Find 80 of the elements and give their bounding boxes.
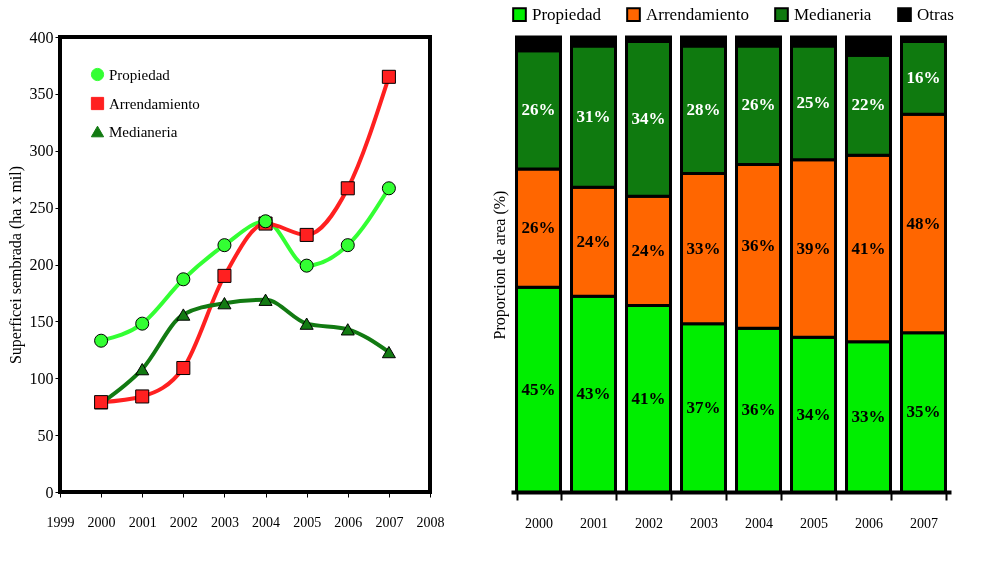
data-label: 26% (521, 218, 556, 238)
data-label: 22% (851, 95, 886, 115)
y-tick-label: 400 (29, 28, 54, 46)
y-axis-title: Proporcion de area (%) (490, 190, 509, 340)
y-tick-label: 50 (37, 426, 54, 444)
point (176, 360, 191, 376)
x-tick-label: 2008 (416, 514, 445, 530)
point (135, 389, 150, 404)
point (340, 238, 355, 253)
x-tick-label: 2005 (293, 514, 322, 530)
data-label: 28% (686, 99, 721, 119)
x-tick-label: 2001 (128, 514, 157, 530)
point (135, 363, 150, 376)
data-label: 33% (851, 406, 886, 426)
point (340, 323, 355, 336)
y-axis-title: Superficei sembrada (ha x mil) (6, 165, 25, 365)
data-label: 24% (576, 231, 611, 251)
data-label: 34% (796, 404, 831, 424)
data-label: 26% (521, 99, 556, 119)
point (299, 317, 314, 330)
x-tick-label: 2005 (800, 515, 828, 531)
data-label: 43% (576, 384, 611, 404)
legend-label: Arrendamiento (109, 95, 200, 112)
data-label: 25% (796, 92, 831, 112)
point (176, 308, 191, 321)
x-tick-label: 2004 (745, 515, 773, 531)
y-tick-label: 250 (29, 199, 54, 217)
data-label: 31% (576, 106, 611, 126)
data-label: 33% (686, 238, 721, 258)
data-label: 39% (796, 238, 831, 258)
point (176, 272, 191, 287)
data-label: 45% (521, 379, 556, 399)
point (258, 293, 273, 306)
x-tick-label: 2003 (690, 515, 718, 531)
point (381, 69, 396, 84)
point (299, 258, 314, 273)
point (217, 297, 232, 310)
y-tick-label: 200 (29, 256, 54, 273)
x-tick-label: 1999 (46, 514, 75, 530)
x-tick-label: 2007 (375, 514, 404, 530)
point (381, 345, 396, 359)
data-label: 41% (631, 388, 666, 408)
data-label: 41% (851, 238, 886, 258)
x-tick-label: 2001 (580, 515, 608, 531)
x-tick-label: 2004 (252, 514, 281, 530)
y-tick-label: 300 (29, 142, 54, 160)
legend-label: Medianeria (109, 123, 178, 140)
y-tick-label: 100 (29, 369, 54, 387)
data-label: 35% (906, 402, 941, 422)
legend-label: Propiedad (532, 4, 602, 24)
data-label: 34% (631, 108, 666, 128)
x-tick-label: 2002 (635, 515, 663, 531)
point (299, 227, 314, 242)
x-tick-label: 2003 (210, 514, 239, 530)
data-label: 36% (741, 400, 776, 420)
point (340, 181, 355, 196)
y-tick-label: 350 (29, 85, 54, 103)
point (135, 316, 150, 331)
x-tick-label: 2007 (910, 515, 938, 531)
data-label: 26% (741, 95, 776, 115)
x-tick-label: 2000 (87, 514, 116, 530)
x-tick-label: 2002 (169, 514, 198, 530)
point (217, 268, 232, 283)
data-label: 16% (906, 67, 941, 87)
y-tick-label: 0 (45, 483, 54, 501)
point (94, 333, 109, 348)
data-label: 24% (631, 240, 666, 260)
x-tick-label: 2006 (334, 514, 363, 530)
legend-label: Propiedad (109, 66, 171, 83)
legend-label: Otras (917, 4, 954, 24)
data-label: 48% (906, 213, 941, 233)
x-tick-label: 2006 (855, 515, 883, 531)
legend-label: Medianeria (794, 4, 872, 24)
point (217, 238, 232, 253)
point (381, 181, 396, 196)
data-label: 36% (741, 236, 776, 256)
y-tick-label: 150 (29, 312, 54, 330)
data-label: 37% (686, 397, 721, 417)
x-tick-label: 2000 (525, 515, 553, 531)
legend-label: Arrendamiento (646, 4, 749, 24)
